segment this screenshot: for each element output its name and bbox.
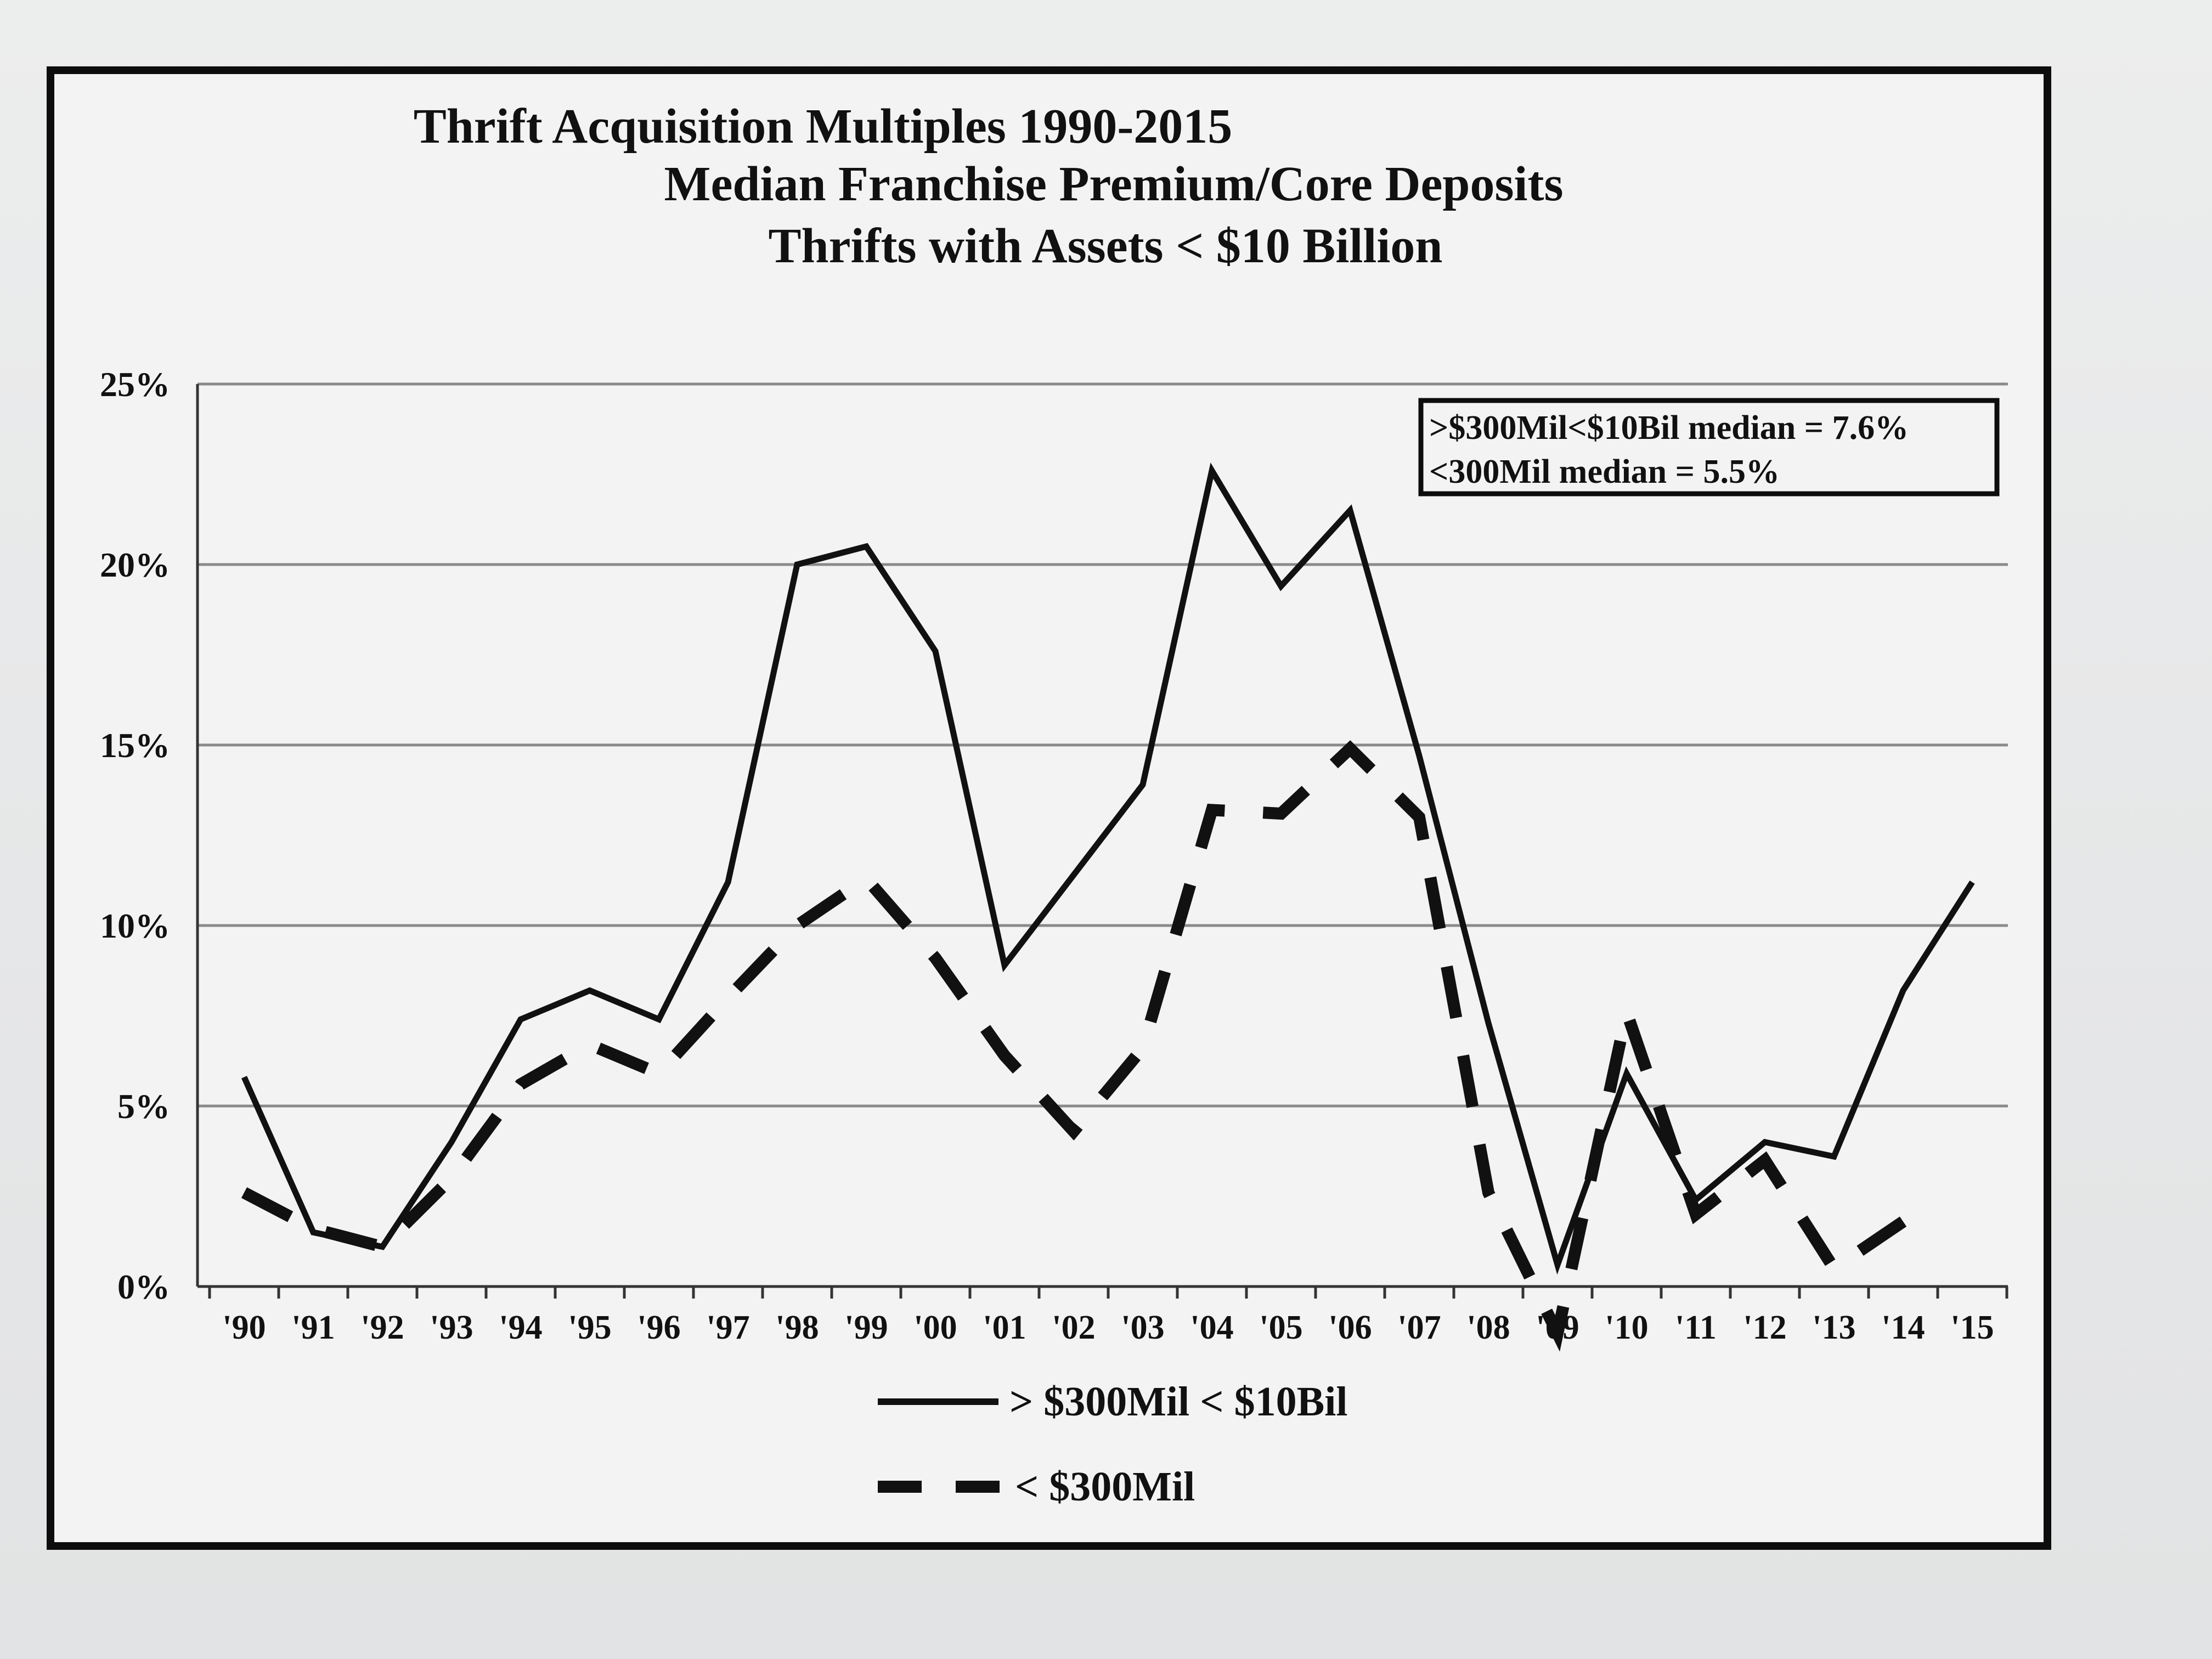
chart-subtitle-1: Median Franchise Premium/Core Deposits [664, 157, 1564, 211]
y-tick-label: 20% [100, 545, 170, 584]
x-tick-label: '95 [568, 1309, 611, 1346]
x-tick-label: '04 [1190, 1309, 1233, 1346]
x-tick-label: '00 [913, 1309, 957, 1346]
x-tick-label: '06 [1328, 1309, 1372, 1346]
x-tick-label: '99 [844, 1309, 888, 1346]
x-tick-label: '13 [1812, 1309, 1855, 1346]
x-tick-label: '98 [775, 1309, 819, 1346]
x-tick-label: '01 [983, 1309, 1026, 1346]
y-tick-label: 10% [100, 906, 170, 945]
x-tick-label: '08 [1466, 1309, 1510, 1346]
y-tick-label: 5% [117, 1087, 170, 1126]
y-tick-label: 15% [100, 726, 170, 765]
median-annotation-box [1418, 398, 2000, 496]
y-tick-label: 0% [117, 1267, 170, 1306]
x-tick-label: '10 [1605, 1309, 1648, 1346]
x-tick-label: '93 [430, 1309, 473, 1346]
series-layer [241, 462, 1975, 1352]
median-annotation-line-2: <300Mil median = 5.5% [1429, 453, 1780, 490]
legend: > $300Mil < $10Bil < $300Mil [878, 1379, 1348, 1510]
x-tick-label: '15 [1950, 1309, 1994, 1346]
x-tick-label: '92 [360, 1309, 404, 1346]
chart-title: Thrift Acquisition Multiples 1990-2015 [414, 99, 1233, 154]
x-tick-label: '94 [499, 1309, 542, 1346]
x-tick-label: '91 [291, 1309, 335, 1346]
grid-layer [198, 382, 2008, 1108]
x-tick-label: '12 [1743, 1309, 1786, 1346]
y-tick-label: 25% [100, 365, 170, 404]
legend-label-solid: > $300Mil < $10Bil [1009, 1379, 1348, 1425]
x-tick-label: '11 [1675, 1309, 1717, 1346]
chart-frame-border [47, 66, 2051, 1550]
x-tick-label: '96 [637, 1309, 680, 1346]
chart-subtitle-2: Thrifts with Assets < $10 Billion [769, 219, 1443, 273]
median-annotation: >$300Mil<$10Bil median = 7.6% <300Mil me… [1418, 398, 2000, 496]
x-tick-label: '03 [1121, 1309, 1164, 1346]
x-tick-label: '02 [1052, 1309, 1095, 1346]
x-tick-label: '05 [1259, 1309, 1302, 1346]
x-tick-label: '14 [1881, 1309, 1925, 1346]
median-annotation-line-1: >$300Mil<$10Bil median = 7.6% [1429, 409, 1909, 447]
series-line-300mil-to-10bil [241, 462, 1975, 1275]
x-tick-label: '90 [222, 1309, 266, 1346]
x-tick-label: '07 [1397, 1309, 1441, 1346]
legend-label-dashed: < $300Mil [1015, 1464, 1195, 1510]
x-tick-label: '97 [706, 1309, 749, 1346]
axis-layer: 0% 5% 10% 15% 20% 25% '90 '91 '92 '93 '94 '95 '96 '97… [100, 365, 2008, 1346]
